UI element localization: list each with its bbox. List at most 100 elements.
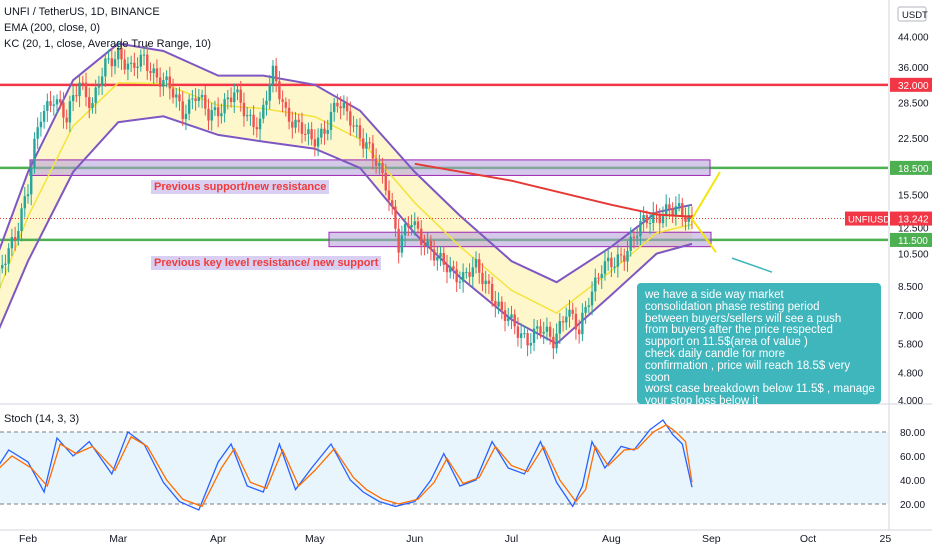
candle-body [462, 272, 464, 282]
candle-body [562, 321, 564, 322]
candle-body [252, 115, 254, 127]
candle-body [623, 255, 625, 261]
candle-body [520, 333, 522, 338]
candle-body [591, 292, 593, 306]
kc-legend[interactable]: KC (20, 1, close, Average True Range, 10… [4, 38, 211, 50]
candle-body [372, 143, 374, 158]
candle-body [594, 278, 596, 292]
candle-body [526, 333, 528, 345]
candle-body [240, 90, 242, 103]
candle-body [269, 84, 271, 100]
candle-body [94, 88, 96, 103]
candle-body [339, 106, 341, 108]
time-tick-label: Oct [800, 533, 816, 545]
candle-body [349, 111, 351, 125]
resistance-zone [30, 160, 710, 176]
price-tick-label: 7.000 [898, 311, 923, 322]
price-tick-label: 15.500 [898, 191, 929, 202]
candle-body [323, 129, 325, 134]
candle-body [452, 266, 454, 269]
candle-body [246, 115, 248, 116]
candle-body [98, 86, 100, 88]
candle-body [49, 101, 51, 106]
symbol-legend[interactable]: UNFI / TetherUS, 1D, BINANCE [4, 6, 160, 18]
candle-body [59, 99, 61, 102]
candle-body [88, 97, 90, 108]
candle-body [27, 194, 29, 196]
candle-body [681, 203, 683, 216]
candle-body [24, 196, 26, 208]
candle-body [146, 55, 148, 71]
candle-body [488, 281, 490, 284]
candle-body [214, 107, 216, 110]
candle-body [46, 101, 48, 111]
candle-body [1, 265, 3, 268]
candle-body [275, 66, 277, 81]
candle-body [523, 333, 525, 334]
candle-body [56, 99, 58, 104]
candle-body [11, 237, 13, 248]
candle-body [317, 138, 319, 147]
candle-body [565, 317, 567, 323]
candle-body [388, 190, 390, 200]
price-tick-label: 28.500 [898, 98, 929, 109]
candle-body [17, 231, 19, 240]
candle-body [169, 77, 171, 89]
candle-body [407, 224, 409, 228]
time-tick-label: Apr [210, 533, 227, 545]
candle-body [211, 110, 213, 120]
candle-body [475, 259, 477, 267]
candle-body [533, 329, 535, 343]
analysis-note[interactable]: we have a side way market consolidation … [637, 283, 881, 404]
candle-body [43, 111, 45, 122]
candle-body [72, 95, 74, 101]
candle-body [53, 104, 55, 105]
candle-body [75, 95, 77, 96]
candle-body [436, 257, 438, 261]
candle-body [69, 101, 71, 122]
candle-body [543, 332, 545, 334]
candle-body [133, 63, 135, 68]
candle-body [536, 326, 538, 328]
candle-body [381, 163, 383, 173]
time-tick-label: Feb [19, 533, 37, 545]
candle-body [185, 114, 187, 119]
candle-body [468, 272, 470, 277]
candle-body [107, 58, 109, 59]
currency-label: USDT [902, 10, 928, 21]
last-price-badge-label: 13.242 [898, 215, 929, 226]
level-badge-label-1: 18.500 [898, 164, 929, 175]
previous-key-level-label[interactable]: Previous key level resistance/ new suppo… [151, 256, 381, 270]
stoch-legend[interactable]: Stoch (14, 3, 3) [4, 413, 79, 425]
candle-body [581, 313, 583, 334]
candle-body [539, 326, 541, 333]
candle-body [330, 112, 332, 130]
candle-body [530, 343, 532, 346]
candle-body [130, 63, 132, 64]
candle-body [646, 215, 648, 223]
candle-body [182, 101, 184, 119]
time-tick-label: Jul [505, 533, 518, 545]
candle-body [62, 102, 64, 117]
candle-body [272, 66, 274, 85]
candle-body [346, 103, 348, 112]
level-badge-label-0: 32.000 [898, 81, 929, 92]
candle-body [675, 206, 677, 215]
candle-body [20, 208, 22, 231]
candle-body [617, 254, 619, 266]
candle-body [446, 265, 448, 272]
candle-body [91, 103, 93, 108]
candle-body [310, 129, 312, 139]
candle-body [517, 326, 519, 338]
stoch-tick-label: 60.00 [900, 452, 925, 463]
previous-support-label[interactable]: Previous support/new resistance [151, 180, 329, 194]
ema-legend[interactable]: EMA (200, close, 0) [4, 22, 100, 34]
candle-body [491, 284, 493, 301]
candle-body [546, 327, 548, 332]
candle-body [414, 221, 416, 225]
candle-body [633, 237, 635, 238]
candle-body [294, 120, 296, 128]
candle-body [30, 168, 32, 195]
